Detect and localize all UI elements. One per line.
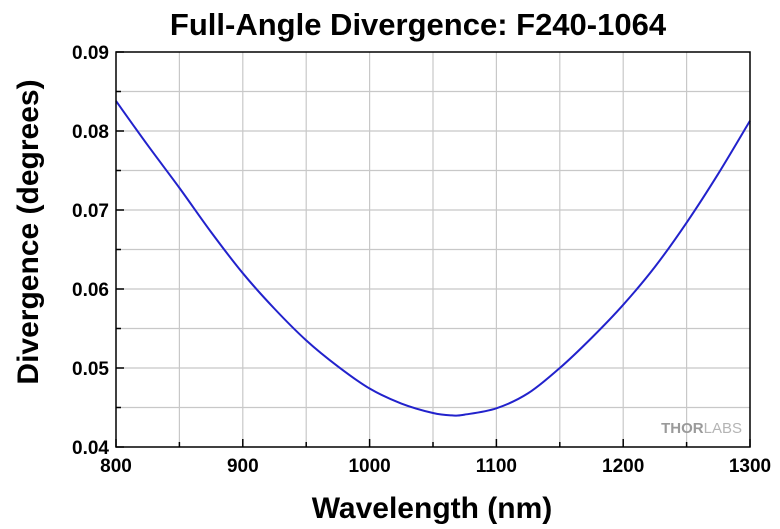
- svg-text:THORLABS: THORLABS: [661, 420, 742, 437]
- x-tick-label: 1300: [729, 456, 771, 477]
- x-tick-label: 800: [100, 456, 132, 477]
- x-tick-label: 1200: [602, 456, 644, 477]
- x-tick-label: 900: [227, 456, 259, 477]
- divergence-curve: [115, 100, 751, 417]
- watermark-thor: THOR: [661, 420, 704, 437]
- y-tick-label: 0.06: [72, 280, 109, 301]
- y-tick-label: 0.08: [72, 122, 109, 143]
- y-axis-label: Divergence (degrees): [12, 79, 45, 384]
- x-tick-labels: 800 900 1000 1100 1200 1300: [100, 456, 771, 477]
- y-tick-label: 0.09: [72, 43, 109, 64]
- y-tick-label: 0.07: [72, 201, 109, 222]
- x-tick-label: 1000: [348, 456, 390, 477]
- x-tick-label: 1100: [476, 456, 517, 477]
- y-tick-label: 0.04: [72, 438, 109, 459]
- chart-title: Full-Angle Divergence: F240-1064: [170, 7, 667, 42]
- watermark-labs: LABS: [704, 420, 742, 437]
- y-tick-labels: 0.04 0.05 0.06 0.07 0.08 0.09: [72, 43, 109, 459]
- y-tick-label: 0.05: [72, 359, 109, 380]
- axis-ticks: [115, 51, 751, 448]
- grid: [116, 52, 750, 447]
- x-axis-label: Wavelength (nm): [312, 492, 553, 525]
- thorlabs-watermark: THORLABS: [661, 420, 742, 437]
